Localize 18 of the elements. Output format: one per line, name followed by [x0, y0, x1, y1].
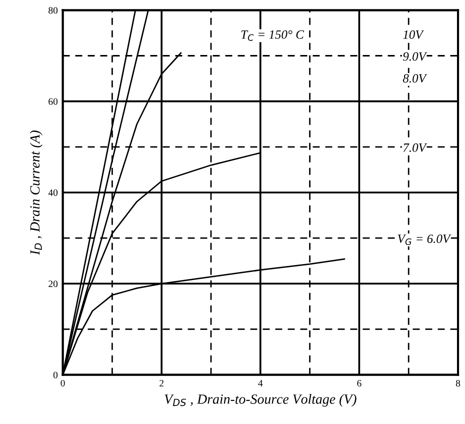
y-tick-label: 0: [53, 372, 58, 378]
x-tick-label: 6: [357, 380, 362, 387]
y-tick-label: 20: [48, 280, 58, 288]
x-axis-title: V$_{DS}$ , Drain-to-Source Voltage (V): [164, 394, 356, 407]
annotation: 8.0V: [402, 74, 428, 83]
annotation: 10V: [403, 30, 424, 39]
x-tick-label: 4: [258, 380, 263, 386]
annotation: 9.0V: [403, 52, 428, 61]
y-tick-label: 80: [48, 7, 58, 14]
y-tick-label: 40: [48, 189, 58, 196]
y-tick-label: 60: [48, 98, 58, 105]
x-tick-label: 2: [160, 380, 164, 386]
y-axis-title: I$_{D}$ , Drain Current (A): [30, 130, 42, 256]
annotation: V$_{G}$ = 6.0V: [398, 234, 452, 246]
annotation: 7.0V: [403, 143, 428, 152]
x-tick-label: 0: [60, 380, 65, 387]
annotation: T$_{C}$ = 150° C: [241, 30, 304, 41]
x-tick-label: 8: [456, 380, 460, 387]
